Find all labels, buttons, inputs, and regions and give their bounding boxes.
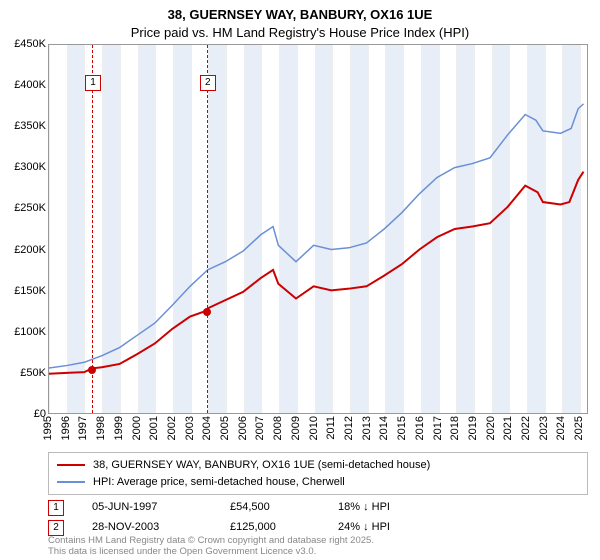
title-address: 38, GUERNSEY WAY, BANBURY, OX16 1UE (0, 6, 600, 24)
x-tick-label: 2005 (219, 416, 231, 440)
series-hpi (49, 104, 584, 368)
x-tick-label: 2004 (201, 416, 213, 440)
x-tick-label: 1998 (95, 416, 107, 440)
x-tick-label: 2012 (343, 416, 355, 440)
y-tick-label: £200K (14, 244, 46, 256)
sale-marker-box: 1 (85, 75, 101, 91)
x-tick-label: 2011 (325, 416, 337, 440)
legend-row-hpi: HPI: Average price, semi-detached house,… (57, 474, 579, 491)
sale-marker-box: 2 (200, 75, 216, 91)
x-tick-label: 2019 (467, 416, 479, 440)
y-tick-label: £300K (14, 161, 46, 173)
legend-row-property: 38, GUERNSEY WAY, BANBURY, OX16 1UE (sem… (57, 457, 579, 474)
y-tick-label: £50K (20, 367, 46, 379)
x-tick-label: 1999 (113, 416, 125, 440)
x-tick-label: 2008 (272, 416, 284, 440)
x-tick-label: 2009 (290, 416, 302, 440)
legend-label: 38, GUERNSEY WAY, BANBURY, OX16 1UE (sem… (93, 457, 430, 474)
title-block: 38, GUERNSEY WAY, BANBURY, OX16 1UE Pric… (0, 0, 600, 41)
x-tick-label: 2018 (449, 416, 461, 440)
x-tick-label: 2003 (184, 416, 196, 440)
sales-marker-box: 2 (48, 520, 64, 536)
y-tick-label: £250K (14, 202, 46, 214)
series-svg (49, 45, 587, 413)
x-tick-label: 2014 (378, 416, 390, 440)
y-tick-label: £350K (14, 120, 46, 132)
x-tick-label: 2021 (502, 416, 514, 440)
copyright: Contains HM Land Registry data © Crown c… (48, 536, 588, 558)
x-tick-label: 2025 (573, 416, 585, 440)
legend-swatch (57, 464, 85, 466)
sale-marker-line (92, 45, 93, 413)
x-tick-label: 2013 (361, 416, 373, 440)
series-property (49, 172, 584, 374)
x-tick-label: 2007 (254, 416, 266, 440)
title-subtitle: Price paid vs. HM Land Registry's House … (0, 24, 600, 42)
y-axis: £0£50K£100K£150K£200K£250K£300K£350K£400… (0, 44, 48, 414)
x-axis: 1995199619971998199920002001200220032004… (48, 416, 588, 444)
x-tick-label: 2010 (308, 416, 320, 440)
x-tick-label: 2015 (396, 416, 408, 440)
sales-pct: 18% ↓ HPI (338, 498, 448, 518)
sales-marker-box: 1 (48, 500, 64, 516)
y-tick-label: £150K (14, 285, 46, 297)
x-tick-label: 1997 (77, 416, 89, 440)
x-tick-label: 2020 (485, 416, 497, 440)
y-tick-label: £100K (14, 326, 46, 338)
x-tick-label: 2023 (538, 416, 550, 440)
sales-row: 1 05-JUN-1997 £54,500 18% ↓ HPI (48, 498, 588, 518)
x-tick-label: 2024 (555, 416, 567, 440)
plot: 12 (48, 44, 588, 414)
chart-container: 38, GUERNSEY WAY, BANBURY, OX16 1UE Pric… (0, 0, 600, 560)
sale-point-dot (203, 308, 211, 316)
x-tick-label: 2001 (148, 416, 160, 440)
x-tick-label: 2006 (237, 416, 249, 440)
x-tick-label: 1995 (42, 416, 54, 440)
legend-label: HPI: Average price, semi-detached house,… (93, 474, 345, 491)
x-tick-label: 2022 (520, 416, 532, 440)
x-tick-label: 2002 (166, 416, 178, 440)
x-tick-label: 1996 (60, 416, 72, 440)
plot-area: £0£50K£100K£150K£200K£250K£300K£350K£400… (0, 44, 600, 444)
y-tick-label: £450K (14, 38, 46, 50)
sales-price: £54,500 (230, 498, 310, 518)
x-tick-label: 2017 (432, 416, 444, 440)
copyright-line: This data is licensed under the Open Gov… (48, 547, 588, 558)
legend-swatch (57, 481, 85, 483)
sale-point-dot (88, 366, 96, 374)
x-tick-label: 2016 (414, 416, 426, 440)
legend: 38, GUERNSEY WAY, BANBURY, OX16 1UE (sem… (48, 452, 588, 495)
sales-table: 1 05-JUN-1997 £54,500 18% ↓ HPI 2 28-NOV… (48, 498, 588, 538)
y-tick-label: £400K (14, 79, 46, 91)
sale-marker-line (207, 45, 208, 413)
sales-date: 05-JUN-1997 (92, 498, 202, 518)
x-tick-label: 2000 (131, 416, 143, 440)
